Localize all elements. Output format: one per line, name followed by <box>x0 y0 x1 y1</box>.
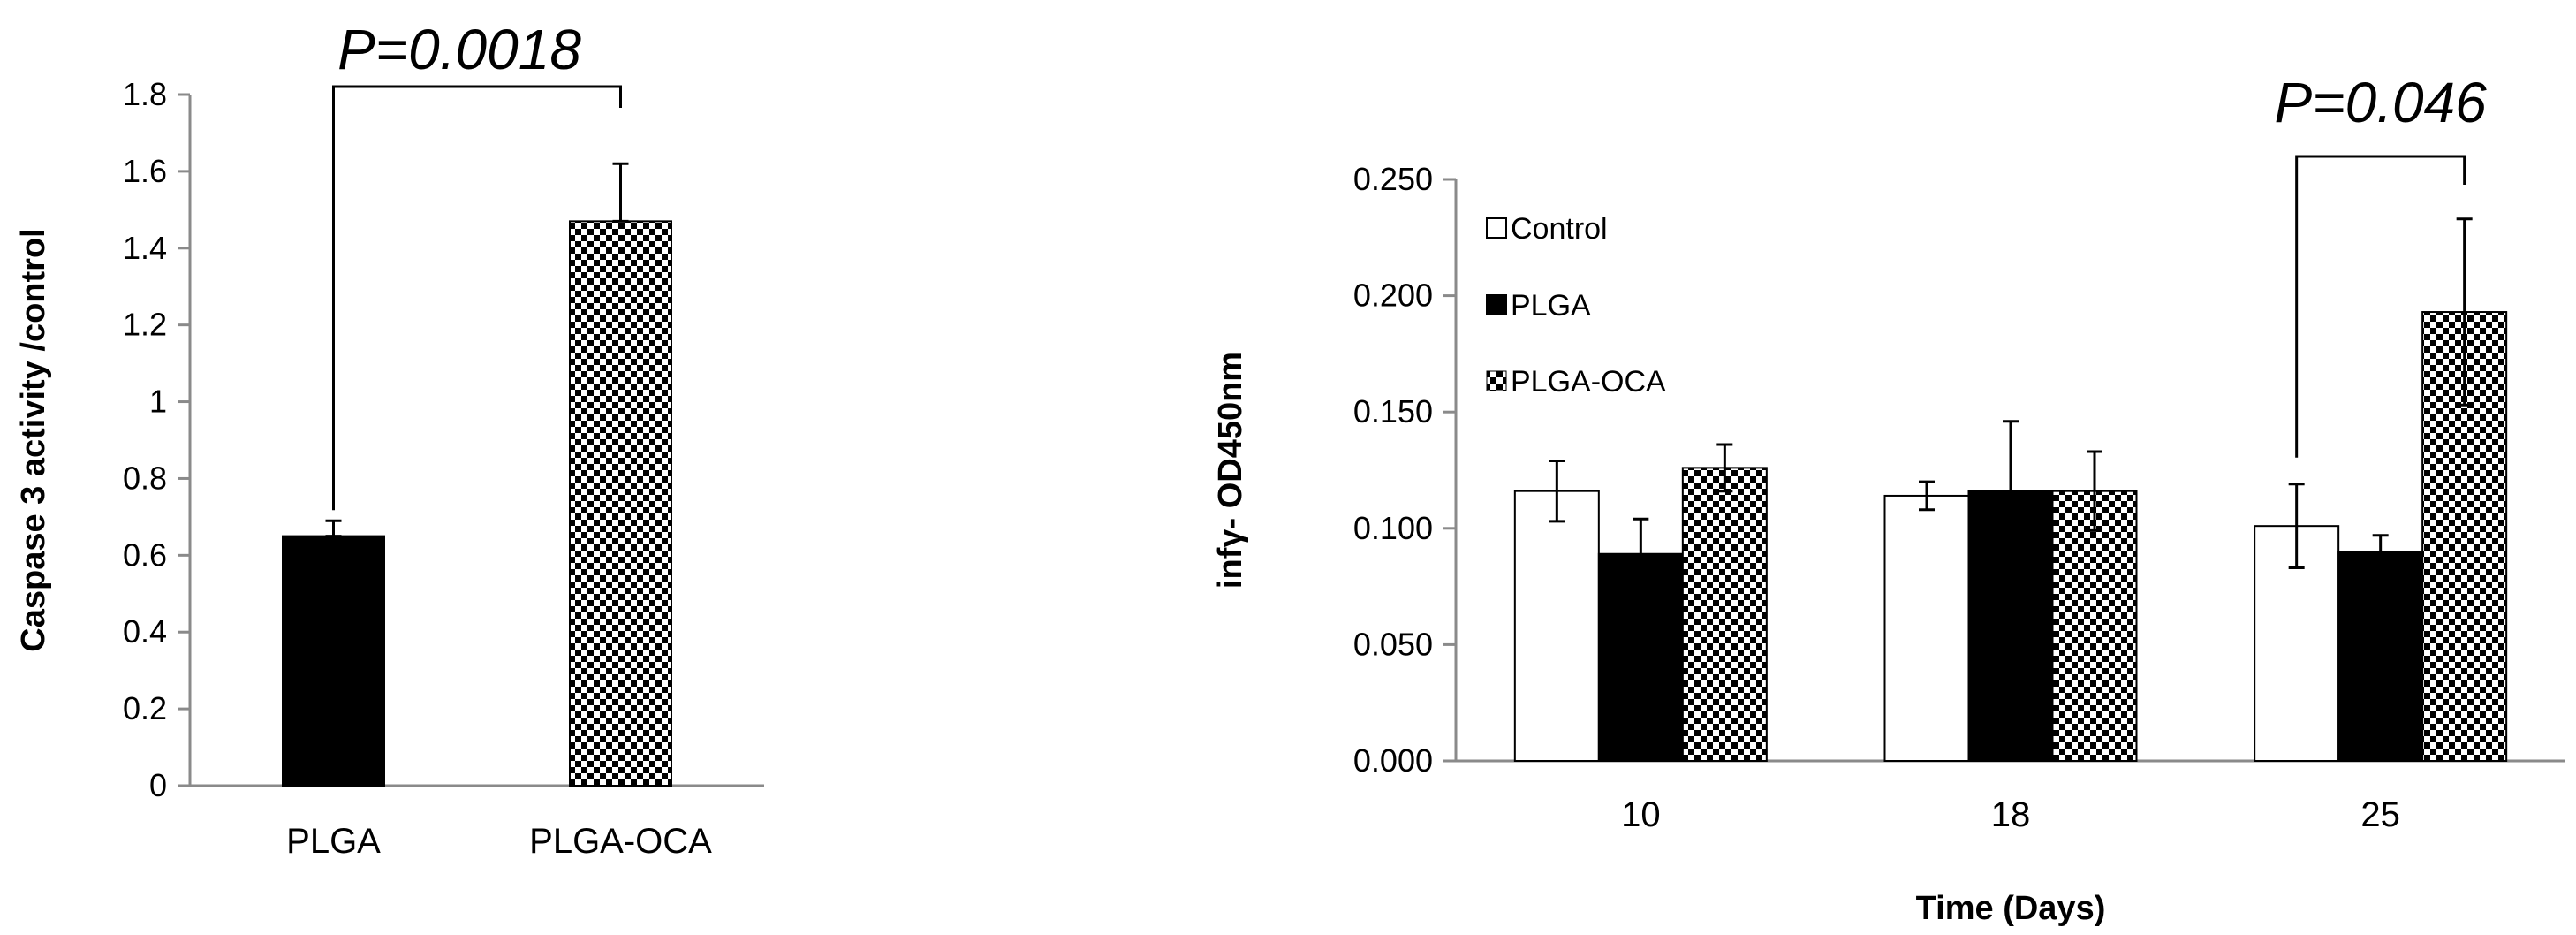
infg-significance-bracket: P=0.046 <box>2275 71 2488 458</box>
legend-item-control: Control <box>1486 212 1608 246</box>
caspase-bar <box>282 535 385 787</box>
infg-y-tick-label: 0.050 <box>1353 626 1433 662</box>
caspase-y-tick-label: 0.8 <box>123 460 167 496</box>
infg-legend: Control PLGA PLGA-OCA <box>1486 212 1666 399</box>
infg-y-tick-label: 0.000 <box>1353 742 1433 779</box>
infg-category-label: 10 <box>1621 795 1661 834</box>
infg-y-ticks: 0.000 0.050 0.100 0.150 0.200 0.250 <box>1353 161 1456 779</box>
infg-error-bar <box>2003 420 2019 563</box>
infg-y-tick-label: 0.200 <box>1353 277 1433 314</box>
infg-p-value: P=0.046 <box>2275 71 2488 134</box>
infg-category-label: 18 <box>1991 795 2031 834</box>
caspase-y-tick-label: 0.2 <box>123 690 167 726</box>
infg-y-tick-label: 0.100 <box>1353 510 1433 546</box>
infg-bar <box>2337 551 2424 762</box>
infg-bar <box>2051 490 2138 762</box>
infg-bar <box>1681 467 1768 762</box>
caspase-y-tick-label: 1 <box>149 384 167 420</box>
infg-error-bar <box>1633 517 1649 590</box>
infg-chart: 0.000 0.050 0.100 0.150 0.200 0.250 10 18 25 in… <box>1212 71 2565 927</box>
infg-category-labels: 10 18 25 <box>1621 795 2400 834</box>
caspase-error-bar <box>325 519 342 538</box>
infg-y-tick-label: 0.250 <box>1353 161 1433 197</box>
infg-error-bar <box>2372 534 2389 570</box>
caspase-y-tick-label: 1.8 <box>123 76 167 112</box>
caspase-category-label: PLGA <box>286 822 381 861</box>
legend-item-plga-oca: PLGA-OCA <box>1486 365 1666 399</box>
caspase-category-label: PLGA-OCA <box>529 822 712 861</box>
caspase-y-tick-label: 0.6 <box>123 536 167 573</box>
caspase-bar <box>569 220 672 787</box>
caspase-significance-bracket: P=0.0018 <box>332 18 622 511</box>
caspase-category-labels: PLGA PLGA-OCA <box>286 822 712 861</box>
infg-bar <box>1883 494 1970 763</box>
legend-item-plga: PLGA <box>1486 289 1591 323</box>
caspase-p-value: P=0.0018 <box>337 18 581 81</box>
caspase-y-ticks: 0 0.2 0.4 0.6 0.8 1 1.2 1.4 1.6 1.8 <box>123 76 190 803</box>
infg-error-bar <box>2288 483 2305 570</box>
caspase-y-tick-label: 0 <box>149 767 167 803</box>
infg-error-bar <box>2456 217 2473 407</box>
infg-error-bar <box>2087 450 2102 532</box>
infg-bracket-line <box>2295 155 2466 458</box>
infg-error-bar <box>1716 443 1733 493</box>
infg-bars <box>1513 217 2508 763</box>
legend-swatch-plga-oca <box>1486 370 1507 391</box>
infg-error-bar <box>1549 459 1565 523</box>
caspase-bars <box>282 162 672 787</box>
infg-category-label: 25 <box>2360 795 2400 834</box>
infg-bar <box>2254 525 2340 763</box>
caspase-y-tick-label: 0.4 <box>123 613 167 650</box>
caspase-bracket-line <box>332 85 622 511</box>
caspase-y-tick-label: 1.6 <box>123 153 167 189</box>
infg-error-bar <box>1919 480 1935 512</box>
caspase-error-bar <box>612 162 629 223</box>
caspase-y-tick-label: 1.2 <box>123 307 167 343</box>
legend-label-control: Control <box>1511 212 1608 246</box>
legend-label-plga: PLGA <box>1511 289 1591 323</box>
infg-bar <box>1513 490 1600 762</box>
legend-label-plga-oca: PLGA-OCA <box>1511 365 1666 399</box>
infg-y-axis-label: infγ- OD450nm <box>1212 352 1249 589</box>
caspase-y-axis-label: Caspase 3 activity /control <box>15 228 52 651</box>
legend-swatch-plga <box>1486 294 1507 315</box>
caspase-chart: 00.20.40.60.811.21.41.61.8 PLGA PLGA-OCA … <box>15 18 764 861</box>
caspase-y-tick-label: 1.4 <box>123 230 167 266</box>
infg-y-tick-label: 0.150 <box>1353 393 1433 429</box>
legend-swatch-control <box>1486 217 1507 239</box>
infg-x-axis-label: Time (Days) <box>1916 890 2106 927</box>
